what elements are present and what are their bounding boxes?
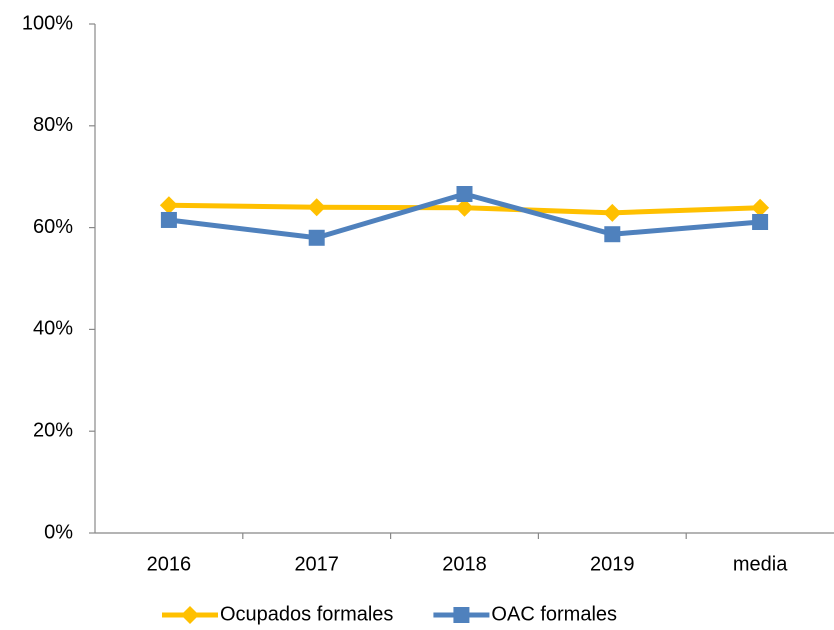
- legend-label: Ocupados formales: [220, 603, 393, 625]
- y-tick-label: 20%: [33, 419, 73, 441]
- point: [752, 214, 769, 231]
- y-tick-label: 100%: [22, 12, 73, 34]
- x-tick-label: 2018: [442, 553, 487, 575]
- y-tick-label: 80%: [33, 114, 73, 136]
- x-tick-label: media: [733, 553, 788, 575]
- y-tick-label: 0%: [44, 521, 73, 543]
- y-tick-label: 40%: [33, 318, 73, 340]
- point: [308, 229, 325, 246]
- point: [159, 196, 178, 215]
- point: [603, 203, 622, 222]
- point: [456, 186, 473, 203]
- y-tick-label: 60%: [33, 216, 73, 238]
- point: [604, 226, 621, 243]
- point: [455, 198, 474, 217]
- x-tick-label: 2016: [147, 553, 192, 575]
- legend-marker: [453, 607, 470, 623]
- legend-label: OAC formales: [491, 603, 617, 625]
- x-tick-label: 2017: [294, 553, 339, 575]
- x-tick-label: 2019: [590, 553, 635, 575]
- point: [751, 198, 770, 217]
- point: [160, 211, 177, 228]
- legend-marker: [181, 606, 199, 624]
- point: [307, 198, 326, 217]
